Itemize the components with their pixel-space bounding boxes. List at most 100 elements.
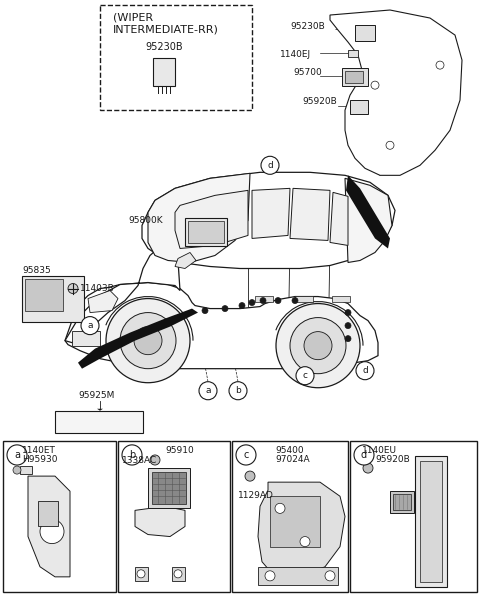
Text: H95930: H95930 <box>22 455 58 464</box>
Text: 95700: 95700 <box>293 68 322 77</box>
Bar <box>415 456 447 587</box>
Bar <box>255 296 273 301</box>
Text: c: c <box>243 450 249 460</box>
Circle shape <box>13 466 21 474</box>
Circle shape <box>292 297 298 303</box>
Polygon shape <box>258 482 345 577</box>
Circle shape <box>245 471 255 481</box>
Bar <box>393 494 411 510</box>
Text: a: a <box>87 321 93 330</box>
Circle shape <box>249 300 255 306</box>
Bar <box>118 441 230 592</box>
Circle shape <box>290 318 346 374</box>
Bar <box>345 71 363 83</box>
Circle shape <box>239 303 245 309</box>
Text: 1338AC: 1338AC <box>122 456 157 465</box>
Polygon shape <box>148 173 250 263</box>
Circle shape <box>81 316 99 335</box>
Bar <box>390 491 414 513</box>
Text: 97024A: 97024A <box>275 455 310 464</box>
Bar <box>148 468 190 509</box>
Circle shape <box>40 519 64 544</box>
Circle shape <box>202 307 208 313</box>
Text: 95230B: 95230B <box>145 42 182 52</box>
Text: 1140EJ: 1140EJ <box>280 50 311 59</box>
Circle shape <box>345 322 351 328</box>
Text: 11403B: 11403B <box>80 284 115 293</box>
Text: b: b <box>129 450 135 460</box>
Text: 95835: 95835 <box>22 266 51 275</box>
Text: 95920B: 95920B <box>375 455 410 464</box>
Text: 95910: 95910 <box>165 446 194 455</box>
Text: 95925M: 95925M <box>78 390 114 400</box>
Bar <box>420 461 442 582</box>
Bar <box>270 496 320 547</box>
Text: c: c <box>302 371 308 380</box>
Bar <box>342 68 368 86</box>
Bar <box>188 221 224 244</box>
Polygon shape <box>252 188 290 238</box>
Polygon shape <box>346 176 390 248</box>
Bar <box>55 411 143 433</box>
Polygon shape <box>88 291 118 313</box>
Polygon shape <box>345 179 392 263</box>
Bar <box>25 279 63 310</box>
Bar <box>38 501 58 527</box>
Text: 1129AD: 1129AD <box>238 491 274 500</box>
Polygon shape <box>97 409 103 411</box>
Text: a: a <box>205 386 211 395</box>
Bar <box>258 567 338 585</box>
Polygon shape <box>330 192 348 245</box>
Circle shape <box>199 381 217 400</box>
Circle shape <box>68 284 78 294</box>
Text: 95230B: 95230B <box>290 22 325 31</box>
Bar <box>3 441 116 592</box>
Circle shape <box>345 336 351 341</box>
Text: 95800K: 95800K <box>128 216 163 226</box>
Circle shape <box>436 61 444 69</box>
Polygon shape <box>78 309 198 369</box>
Polygon shape <box>65 282 378 369</box>
Circle shape <box>174 570 182 578</box>
Circle shape <box>363 463 373 473</box>
Circle shape <box>345 310 351 316</box>
Bar <box>350 441 477 592</box>
Circle shape <box>356 362 374 380</box>
Circle shape <box>137 570 145 578</box>
Circle shape <box>134 327 162 355</box>
Circle shape <box>261 156 279 174</box>
Polygon shape <box>28 476 70 577</box>
Bar <box>232 441 348 592</box>
Circle shape <box>275 503 285 513</box>
Circle shape <box>296 367 314 384</box>
Circle shape <box>222 306 228 312</box>
Text: d: d <box>361 450 367 460</box>
Circle shape <box>325 571 335 581</box>
Bar <box>20 466 32 474</box>
Bar <box>185 219 227 247</box>
Polygon shape <box>330 10 462 176</box>
Text: 1140ET: 1140ET <box>22 446 56 455</box>
Text: b: b <box>235 386 241 395</box>
Bar <box>153 58 175 86</box>
Bar <box>350 100 368 114</box>
Circle shape <box>300 537 310 547</box>
Bar <box>355 25 375 41</box>
Circle shape <box>371 81 379 89</box>
Bar <box>22 275 84 322</box>
Circle shape <box>304 331 332 359</box>
Bar <box>332 296 350 301</box>
Polygon shape <box>65 248 180 343</box>
Circle shape <box>260 297 266 303</box>
Circle shape <box>354 445 374 465</box>
Text: (WIPER: (WIPER <box>113 12 153 22</box>
Bar <box>72 331 100 346</box>
Text: d: d <box>267 161 273 170</box>
Bar <box>152 472 186 504</box>
Circle shape <box>386 141 394 149</box>
Polygon shape <box>175 253 196 269</box>
Circle shape <box>150 455 160 465</box>
Text: 95400: 95400 <box>275 446 304 455</box>
Circle shape <box>229 381 247 400</box>
Circle shape <box>106 298 190 383</box>
